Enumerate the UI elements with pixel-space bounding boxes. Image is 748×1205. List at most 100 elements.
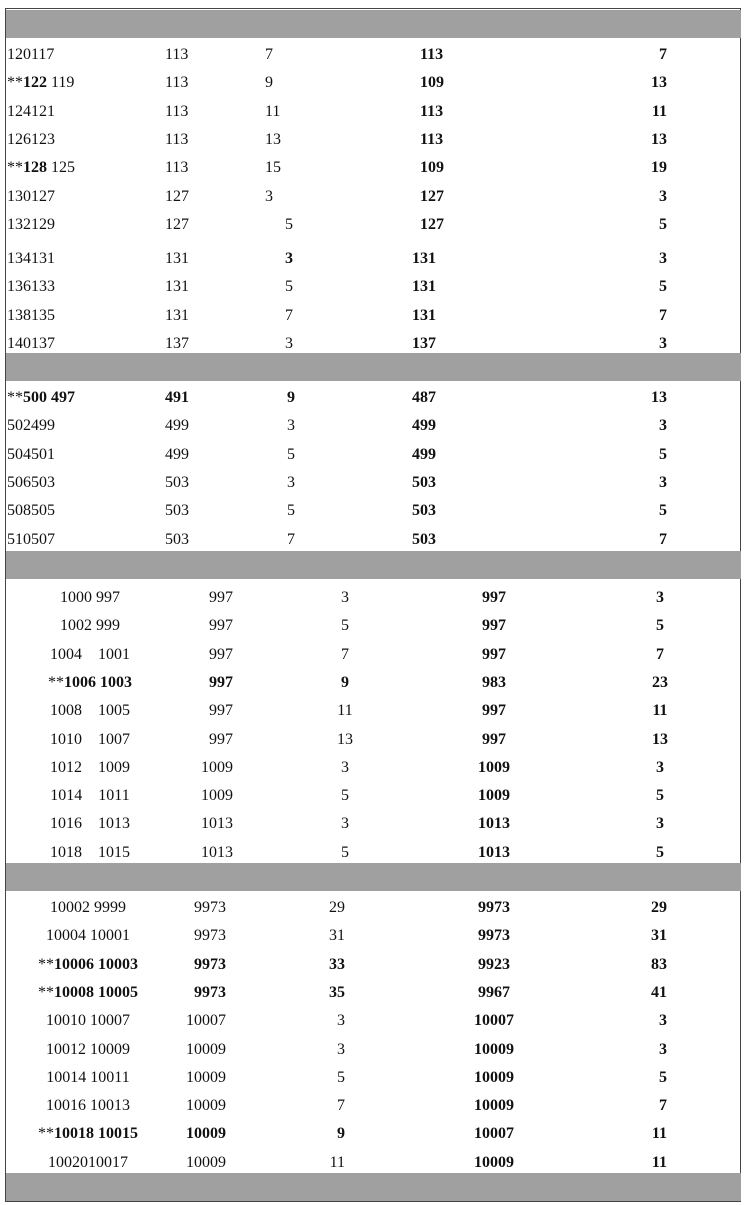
result-gap-cell: 3 — [659, 250, 667, 268]
even-number: 1010 — [50, 730, 82, 748]
even-number: 1002 — [60, 617, 92, 635]
result-gap-cell: 5 — [659, 445, 667, 463]
gap-value-cell: 31 — [329, 927, 345, 945]
number-pair-cell: 132129 — [7, 214, 55, 236]
prime-value-cell: 503 — [165, 502, 189, 520]
result-gap-cell: 13 — [651, 74, 667, 92]
even-number: 510 — [7, 530, 31, 548]
result-value-cell: 10007 — [474, 1012, 514, 1030]
number-pair-cell: 1018 1015 — [0, 842, 180, 864]
prime-value-cell: 1009 — [201, 758, 233, 776]
result-gap-cell: 13 — [651, 389, 667, 406]
result-gap-cell: 5 — [659, 215, 667, 233]
prime-number: 1015 — [82, 843, 130, 861]
table-row: 10012 10009 10009 3 10009 3 — [0, 1039, 748, 1061]
number-pair-cell: 134131 — [7, 248, 55, 270]
table-row: 1008 1005 997 11 997 11 — [0, 700, 748, 722]
prime-value-cell: 997 — [209, 617, 233, 635]
prime-value-cell: 9973 — [194, 983, 226, 1001]
even-number: 500 — [23, 389, 47, 406]
result-gap-cell: 3 — [659, 335, 667, 352]
gap-value-cell: 3 — [287, 417, 295, 435]
even-number: 138 — [7, 306, 31, 324]
result-gap-cell: 11 — [652, 702, 668, 720]
even-number: 10016 — [46, 1097, 86, 1115]
even-number: 1016 — [50, 815, 82, 833]
prime-value-cell: 113 — [165, 74, 189, 92]
even-number: 126 — [7, 130, 31, 148]
number-pair-cell: **10018 10015 — [0, 1123, 178, 1145]
number-pair-cell: 1010 1007 — [0, 729, 180, 751]
prime-value-cell: 127 — [165, 187, 189, 205]
prime-number: 131 — [31, 250, 55, 268]
table-row: **1006 1003 997 9 983 23 — [0, 672, 748, 694]
even-number: 124 — [7, 102, 31, 120]
prime-number: 1003 — [96, 673, 132, 691]
prime-number: 507 — [31, 530, 55, 548]
result-gap-cell: 11 — [651, 1125, 667, 1143]
prime-number: 1009 — [82, 758, 130, 776]
prime-value-cell: 499 — [165, 417, 189, 435]
prime-number: 1011 — [82, 787, 130, 805]
highlight-marker: ** — [48, 673, 64, 691]
result-gap-cell: 29 — [651, 899, 667, 916]
section-separator-bar — [6, 551, 741, 579]
gap-value-cell: 7 — [341, 645, 349, 663]
result-value-cell: 997 — [482, 617, 506, 635]
result-gap-cell: 11 — [651, 1153, 667, 1171]
gap-value-cell: 5 — [337, 1068, 345, 1086]
even-number: 1012 — [50, 758, 82, 776]
table-row: 136133 131 5 131 5 — [0, 276, 748, 298]
number-pair-cell: **500 497 — [7, 387, 75, 409]
prime-number: 137 — [31, 335, 55, 352]
prime-number: 1005 — [82, 702, 130, 720]
table-row: 1014 1011 1009 5 1009 5 — [0, 785, 748, 807]
prime-number: 997 — [92, 589, 120, 606]
table-row: 502499 499 3 499 3 — [0, 415, 748, 437]
even-number: 10014 — [46, 1068, 87, 1086]
number-pair-cell: 1014 1011 — [0, 785, 180, 807]
number-pair-cell: 120117 — [7, 44, 54, 66]
gap-value-cell: 33 — [329, 955, 345, 973]
result-gap-cell: 5 — [656, 787, 664, 805]
gap-value-cell: 5 — [285, 278, 293, 296]
even-number: 1006 — [64, 673, 96, 691]
number-pair-cell: 10016 10013 — [0, 1095, 178, 1117]
result-value-cell: 9973 — [478, 927, 510, 945]
number-pair-cell: 504501 — [7, 444, 55, 466]
result-value-cell: 10009 — [474, 1097, 514, 1115]
section-separator-bar — [6, 1173, 741, 1201]
prime-number: 10001 — [86, 927, 130, 945]
result-value-cell: 127 — [420, 187, 444, 205]
section-separator-bar — [6, 863, 741, 891]
prime-number: 125 — [47, 159, 75, 177]
result-value-cell: 9973 — [478, 899, 510, 916]
result-gap-cell: 41 — [651, 983, 667, 1001]
result-value-cell: 10009 — [474, 1153, 514, 1171]
result-gap-cell: 5 — [659, 278, 667, 296]
even-number: 140 — [7, 335, 31, 352]
result-gap-cell: 7 — [656, 645, 664, 663]
table-row: 134131 131 3 131 3 — [0, 248, 748, 270]
table-row: 138135 131 7 131 7 — [0, 305, 748, 327]
section-separator-bar — [6, 10, 741, 38]
result-gap-cell: 7 — [659, 530, 667, 548]
table-row: 124121 113 11 113 11 — [0, 101, 748, 123]
prime-value-cell: 131 — [165, 250, 189, 268]
result-value-cell: 503 — [412, 530, 436, 548]
prime-value-cell: 503 — [165, 530, 189, 548]
prime-value-cell: 113 — [165, 46, 189, 63]
prime-value-cell: 10009 — [186, 1040, 226, 1058]
result-gap-cell: 5 — [659, 502, 667, 520]
prime-number: 10017 — [88, 1153, 128, 1171]
prime-value-cell: 9973 — [194, 899, 226, 916]
prime-number: 1013 — [82, 815, 130, 833]
even-number: 504 — [7, 445, 31, 463]
result-value-cell: 9923 — [478, 955, 510, 973]
gap-value-cell: 3 — [341, 589, 349, 606]
highlight-marker: ** — [7, 74, 23, 92]
result-value-cell: 503 — [412, 502, 436, 520]
even-number: 120 — [7, 46, 31, 63]
prime-number: 1001 — [82, 645, 130, 663]
even-number: 122 — [23, 74, 47, 92]
